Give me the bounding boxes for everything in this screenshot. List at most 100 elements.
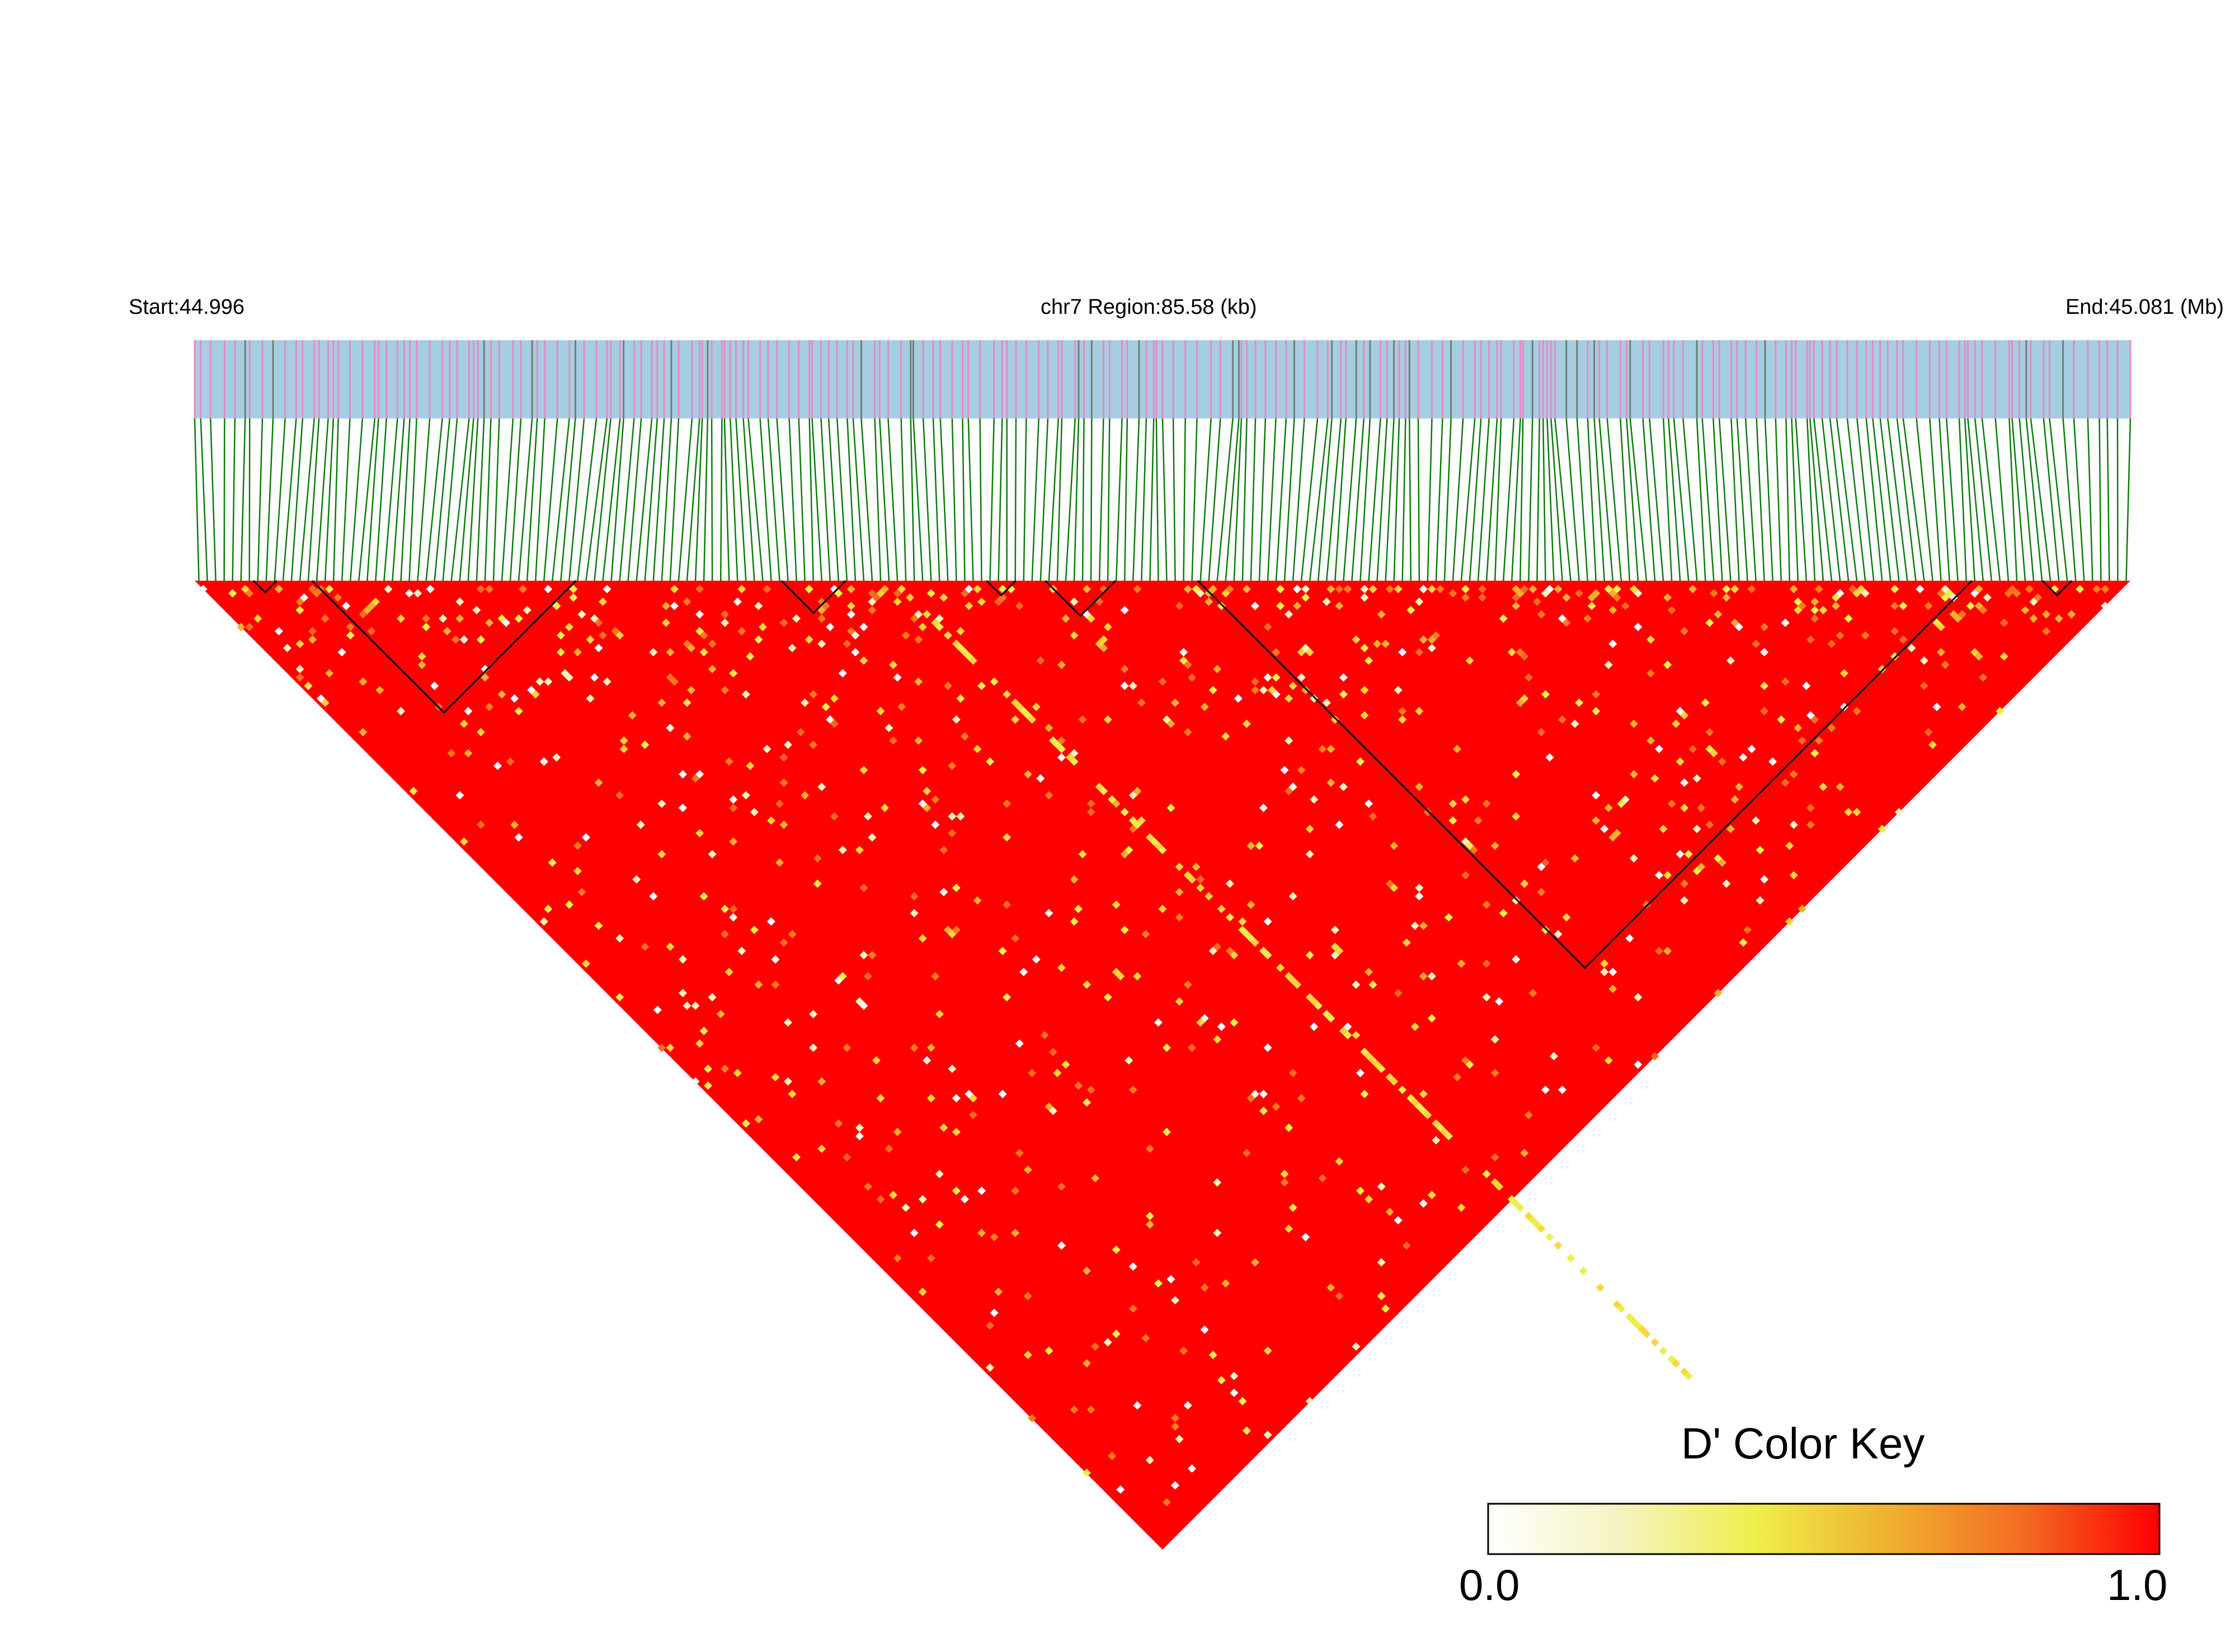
ld-cell [1747,745,1756,754]
ld-cell [1958,610,1966,619]
ld-cell [1970,589,1979,598]
ld-cell [1937,648,1946,657]
snp-connector [2018,418,2035,581]
snp-connector [1846,418,1866,581]
ld-cell [863,812,872,821]
ld-cell [1608,968,1617,977]
ld-cell [1373,1060,1382,1069]
ld-cell [1937,589,1946,598]
ld-cell [952,715,961,724]
ld-cell [1916,585,1925,594]
ld-cell [1238,925,1247,934]
ld-cell [721,686,730,695]
ld-cell [1810,749,1819,757]
ld-cell [653,1005,662,1014]
ld-cell [952,1127,961,1136]
ld-cell [1659,1346,1668,1355]
ld-cell [1512,593,1521,602]
ld-cell [1158,677,1167,686]
ld-cell [1448,589,1457,598]
ld-cell [615,934,624,943]
ld-cell [1343,1030,1352,1039]
ld-cell [695,1039,704,1048]
ld-cell [1528,585,1537,594]
ld-cell [295,597,304,606]
ld-cell [1781,778,1790,787]
snp-connector [1902,418,1925,581]
snp-connector [1031,418,1039,581]
snp-connector [1872,418,1891,581]
ld-cell [1760,623,1769,632]
snp-connector [1172,418,1176,581]
ld-cell [881,803,890,812]
ld-cell [1356,1187,1365,1196]
ld-cell [1288,892,1297,901]
ld-cell [948,761,957,770]
ld-cell [721,905,730,914]
ld-cell [687,686,696,695]
ld-cell [1932,703,1941,712]
ld-cell [1625,934,1634,943]
ld-cell [952,883,961,892]
ld-cell [834,1119,843,1128]
ld-cell [784,1018,793,1027]
ld-cell [779,618,788,627]
snp-connector [1309,418,1329,581]
ld-cell [1541,1085,1550,1094]
ld-cell [1246,841,1255,850]
ld-cell [1634,993,1643,1002]
ld-cell [1112,1245,1121,1254]
ld-cell [779,938,788,947]
ld-cell [1339,673,1348,682]
ld-cell [1398,707,1407,716]
ld-cell [1499,614,1508,623]
ld-cell [1103,623,1112,632]
snp-connector [509,418,522,581]
ld-cell [741,690,750,699]
ld-cell [1242,719,1251,728]
ld-cell [863,972,872,981]
ld-cell [1128,791,1137,800]
ld-cell [304,681,313,690]
ld-cell [1377,1065,1386,1074]
color-key-bar [1487,1503,2161,1555]
ld-cell [893,1254,902,1263]
ld-cell [1057,753,1066,762]
ld-cell [586,694,595,703]
ld-cell [2042,610,2051,619]
ld-cell [729,837,738,846]
ld-cell [977,1187,986,1196]
ld-cell [459,837,468,846]
ld-cell [1490,1152,1499,1161]
snp-connector [723,418,730,581]
ld-cell [1288,1203,1297,1212]
ld-cell [657,850,666,859]
ld-cell [1781,618,1790,627]
ld-cell [1352,635,1361,644]
ld-cell [1701,698,1710,707]
ld-cell [1301,585,1310,594]
ld-cell [1158,905,1167,914]
ld-cell [1461,1056,1470,1065]
ld-cell [1734,623,1743,632]
snp-connector [703,418,709,581]
ld-cell [1322,698,1331,707]
ld-cell [708,639,717,648]
ld-cell [1124,1056,1133,1065]
ld-cell [775,858,784,867]
ld-cell [1836,783,1845,792]
snp-connector [1606,418,1622,581]
ld-cell [910,909,919,917]
snp-connector [450,418,470,581]
ld-cell [1705,820,1714,829]
ld-cell [1520,1149,1529,1157]
ld-cell [1188,1043,1197,1052]
ld-cell [1398,1085,1407,1094]
ld-cell [317,694,326,703]
ld-cell [683,639,691,648]
ld-cell [1225,913,1234,922]
ld-cell [1284,1123,1293,1132]
snp-connector [1806,418,1816,581]
ld-cell [1246,934,1255,943]
